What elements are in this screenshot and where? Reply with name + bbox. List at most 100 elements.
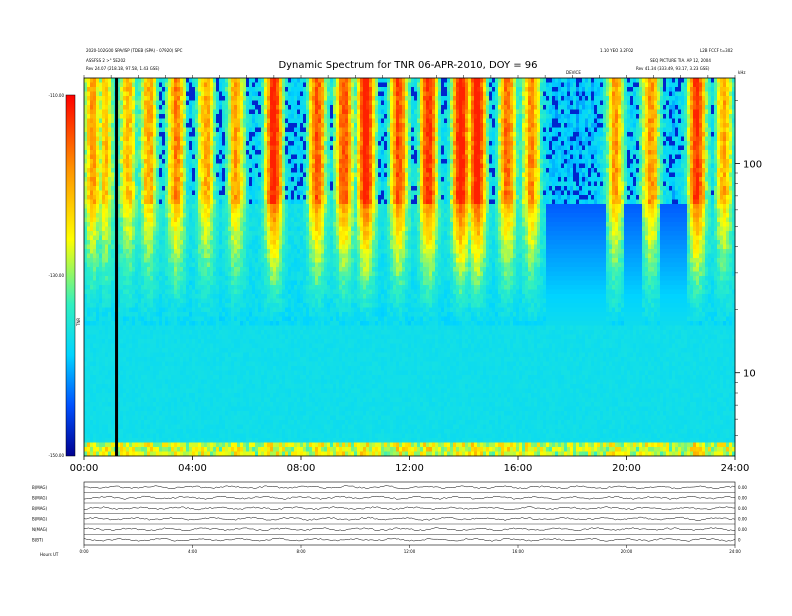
heatmap-cell bbox=[90, 294, 94, 299]
heatmap-cell bbox=[117, 348, 121, 353]
heatmap-cell bbox=[243, 168, 247, 173]
heatmap-cell bbox=[129, 330, 133, 335]
heatmap-cell bbox=[240, 132, 244, 137]
heatmap-cell bbox=[144, 316, 148, 322]
heatmap-cell bbox=[147, 136, 151, 142]
heatmap-cell bbox=[243, 294, 247, 299]
heatmap-cell bbox=[147, 208, 151, 214]
heatmap-cell bbox=[201, 298, 205, 304]
heatmap-cell bbox=[246, 370, 250, 376]
heatmap-cell bbox=[141, 334, 145, 340]
heatmap-cell bbox=[87, 195, 91, 200]
heatmap-cell bbox=[135, 190, 139, 196]
heatmap-cell bbox=[132, 375, 136, 380]
heatmap-cell bbox=[126, 366, 130, 371]
heatmap-cell bbox=[258, 136, 262, 142]
heatmap-cell bbox=[219, 244, 223, 250]
heatmap-cell bbox=[147, 222, 151, 227]
heatmap-cell bbox=[249, 258, 253, 263]
heatmap-cell bbox=[180, 235, 184, 241]
heatmap-cell bbox=[102, 114, 106, 119]
heatmap-cell bbox=[117, 424, 121, 430]
heatmap-cell bbox=[189, 343, 193, 349]
heatmap-cell bbox=[243, 424, 247, 430]
heatmap-cell bbox=[234, 249, 238, 254]
heatmap-cell bbox=[111, 190, 115, 196]
heatmap-cell bbox=[237, 78, 241, 83]
heatmap-cell bbox=[141, 375, 145, 380]
heatmap-cell bbox=[234, 127, 238, 133]
heatmap-cell bbox=[162, 186, 166, 191]
heatmap-cell bbox=[90, 231, 94, 236]
heatmap-cell bbox=[132, 213, 136, 218]
heatmap-cell bbox=[141, 105, 145, 110]
heatmap-cell bbox=[111, 82, 115, 88]
heatmap-cell bbox=[129, 258, 133, 263]
heatmap-cell bbox=[198, 262, 202, 268]
heatmap-cell bbox=[204, 357, 208, 362]
heatmap-cell bbox=[93, 298, 97, 304]
heatmap-cell bbox=[150, 217, 154, 223]
heatmap-cell bbox=[189, 429, 193, 434]
heatmap-cell bbox=[219, 262, 223, 268]
heatmap-cell bbox=[171, 433, 175, 439]
heatmap-cell bbox=[129, 217, 133, 223]
heatmap-cell bbox=[153, 366, 157, 371]
heatmap-cell bbox=[204, 370, 208, 376]
heatmap-cell bbox=[135, 303, 139, 308]
heatmap-cell bbox=[123, 276, 127, 281]
heatmap-cell bbox=[90, 406, 94, 412]
heatmap-cell bbox=[201, 289, 205, 295]
heatmap-cell bbox=[255, 127, 259, 133]
heatmap-cell bbox=[141, 208, 145, 214]
heatmap-cell bbox=[177, 253, 181, 259]
heatmap-cell bbox=[159, 100, 163, 106]
heatmap-cell bbox=[156, 244, 160, 250]
heatmap-cell bbox=[102, 397, 106, 403]
heatmap-cell bbox=[192, 87, 196, 92]
heatmap-cell bbox=[153, 325, 157, 331]
heatmap-cell bbox=[99, 82, 103, 88]
heatmap-cell bbox=[207, 136, 211, 142]
heatmap-cell bbox=[186, 109, 190, 115]
heatmap-cell bbox=[96, 204, 100, 209]
heatmap-cell bbox=[120, 357, 124, 362]
heatmap-cell bbox=[84, 105, 88, 110]
heatmap-cell bbox=[204, 397, 208, 403]
heatmap-cell bbox=[87, 244, 91, 250]
heatmap-cell bbox=[84, 366, 88, 371]
heatmap-cell bbox=[195, 442, 199, 448]
heatmap-cell bbox=[144, 105, 148, 110]
heatmap-cell bbox=[105, 366, 109, 371]
heatmap-cell bbox=[141, 271, 145, 277]
heatmap-cell bbox=[249, 154, 253, 160]
heatmap-cell bbox=[225, 96, 229, 101]
heatmap-cell bbox=[147, 397, 151, 403]
heatmap-cell bbox=[117, 330, 121, 335]
heatmap-cell bbox=[189, 352, 193, 358]
heatmap-cell bbox=[153, 123, 157, 128]
heatmap-cell bbox=[186, 388, 190, 394]
heatmap-cell bbox=[126, 420, 130, 425]
heatmap-cell bbox=[162, 109, 166, 115]
heatmap-cell bbox=[186, 298, 190, 304]
heatmap-cell bbox=[213, 339, 217, 344]
heatmap-cell bbox=[210, 321, 214, 326]
heatmap-cell bbox=[153, 141, 157, 146]
heatmap-cell bbox=[171, 271, 175, 277]
heatmap-cell bbox=[225, 384, 229, 389]
heatmap-cell bbox=[138, 303, 142, 308]
heatmap-cell bbox=[228, 105, 232, 110]
heatmap-cell bbox=[132, 294, 136, 299]
heatmap-cell bbox=[123, 370, 127, 376]
heatmap-cell bbox=[261, 159, 265, 164]
heatmap-cell bbox=[111, 411, 115, 416]
heatmap-cell bbox=[243, 352, 247, 358]
heatmap-cell bbox=[252, 388, 256, 394]
heatmap-cell bbox=[225, 411, 229, 416]
heatmap-cell bbox=[198, 132, 202, 137]
heatmap-cell bbox=[132, 87, 136, 92]
heatmap-cell bbox=[84, 280, 88, 286]
heatmap-cell bbox=[219, 312, 223, 317]
heatmap-cell bbox=[237, 244, 241, 250]
